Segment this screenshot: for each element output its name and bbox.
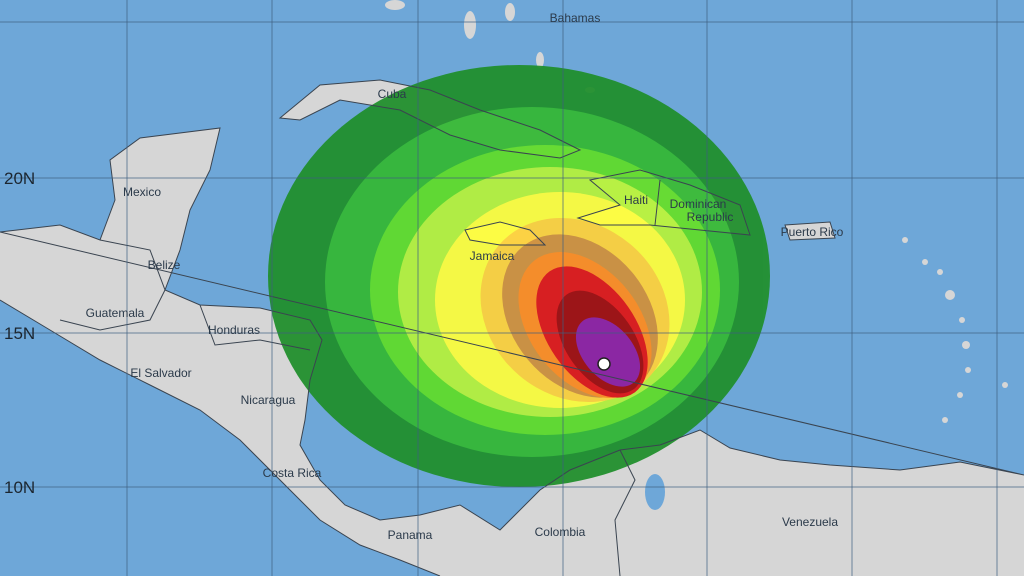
puerto-rico xyxy=(785,222,835,240)
wind-probability-swath xyxy=(268,65,770,487)
label-mexico: Mexico xyxy=(123,185,161,199)
storm-center-marker xyxy=(597,357,611,371)
lake-maracaibo xyxy=(645,474,665,510)
label-honduras: Honduras xyxy=(208,323,260,337)
label-haiti: Haiti xyxy=(624,193,648,207)
lat-label-15n: 15N xyxy=(4,324,35,343)
label-costa-rica: Costa Rica xyxy=(263,466,322,480)
bahamas-islands xyxy=(385,0,595,93)
label-jamaica: Jamaica xyxy=(470,249,515,263)
swath-band-11 xyxy=(575,317,641,387)
coastlines xyxy=(0,79,1024,576)
label-bahamas: Bahamas xyxy=(550,11,601,25)
label-guatemala: Guatemala xyxy=(86,306,145,320)
latitude-labels: 20N 15N 10N xyxy=(4,169,35,497)
label-belize: Belize xyxy=(148,258,181,272)
label-panama: Panama xyxy=(388,528,433,542)
central-america-south-america xyxy=(0,128,1024,576)
label-dominican-republic-line1: Dominican xyxy=(670,197,727,211)
label-dominican-republic-line2: Republic xyxy=(687,210,734,224)
lesser-antilles xyxy=(902,237,1008,423)
label-venezuela: Venezuela xyxy=(782,515,838,529)
place-labels: Bahamas Cuba Mexico Belize Guatemala Hon… xyxy=(86,11,844,542)
label-colombia: Colombia xyxy=(535,525,586,539)
label-puerto-rico: Puerto Rico xyxy=(781,225,844,239)
lat-label-10n: 10N xyxy=(4,478,35,497)
label-nicaragua: Nicaragua xyxy=(241,393,296,407)
label-el-salvador: El Salvador xyxy=(130,366,191,380)
label-cuba: Cuba xyxy=(378,87,407,101)
lat-label-20n: 20N xyxy=(4,169,35,188)
